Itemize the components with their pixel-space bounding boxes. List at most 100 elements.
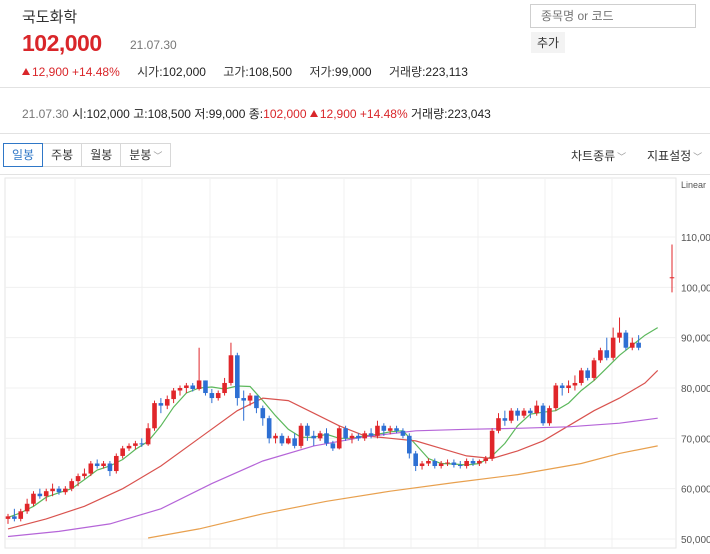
high-value: 108,500 <box>248 65 293 79</box>
candle-body <box>636 342 641 348</box>
candle-body <box>12 516 17 519</box>
candle-body <box>496 418 501 431</box>
candle-body <box>566 385 571 388</box>
stock-name: 국도화학 <box>22 9 78 26</box>
summary-open: 102,000 <box>86 107 130 121</box>
candle-body <box>362 433 368 439</box>
candle-body <box>113 455 119 472</box>
candle-body <box>107 463 113 472</box>
candle-body <box>623 332 629 348</box>
divider <box>0 87 710 88</box>
candle-body <box>540 405 546 424</box>
candle-body <box>37 493 43 497</box>
candle-body <box>336 428 342 449</box>
tab-daily[interactable]: 일봉 <box>3 143 44 167</box>
candle-body <box>349 435 355 439</box>
volume-value: 223,113 <box>425 65 468 79</box>
candle-body <box>426 460 431 464</box>
summary-high-label: 고 <box>133 107 145 121</box>
candle-body <box>50 488 55 492</box>
summary-high: 108,500 <box>147 107 191 121</box>
candle-body <box>279 435 285 444</box>
chevron-down-icon: ﹀ <box>153 151 163 161</box>
tab-minute[interactable]: 분봉 ﹀ <box>120 143 172 167</box>
high-label: 고가 <box>223 65 246 79</box>
candle-body <box>145 428 151 445</box>
indicator-label: 지표설정 <box>647 149 692 163</box>
stock-search-input[interactable] <box>530 4 696 28</box>
scale-label: Linear <box>681 180 706 190</box>
candle-body <box>502 418 508 421</box>
candle-body <box>171 390 176 400</box>
y-tick-label: 100,000 <box>681 283 710 294</box>
candle-body <box>547 408 552 424</box>
summary-volume-label: 거래량 <box>410 107 445 121</box>
candle-body <box>273 435 278 439</box>
candle-body <box>69 481 74 489</box>
candle-body <box>464 460 469 467</box>
candle-body <box>235 355 240 399</box>
candle-body <box>190 385 196 390</box>
candle-body <box>222 382 227 394</box>
chart-type-label: 차트종류 <box>571 149 616 163</box>
candle-body <box>572 382 578 386</box>
candle-body <box>5 516 11 519</box>
candle-body <box>209 393 215 399</box>
candle-body <box>101 463 106 467</box>
y-tick-label: 50,000 <box>681 535 710 546</box>
summary-close-label: 종 <box>248 107 260 121</box>
chart-type-menu[interactable]: 차트종류 ﹀ <box>571 147 626 164</box>
candle-body <box>94 463 100 467</box>
ma120-line <box>147 445 658 539</box>
chevron-down-icon: ﹀ <box>693 152 703 162</box>
candle-body <box>585 370 590 378</box>
candle-body <box>324 433 329 444</box>
tab-monthly[interactable]: 월봉 <box>81 143 122 167</box>
candle-body <box>247 395 253 401</box>
candle-body <box>579 370 584 383</box>
candle-body <box>368 433 374 436</box>
candle-body <box>534 405 540 414</box>
current-price: 102,000 <box>22 30 102 56</box>
candle-body <box>591 360 597 378</box>
summary-close: 102,000 <box>263 107 307 121</box>
tab-weekly[interactable]: 주봉 <box>42 143 83 167</box>
summary-change-pct: +14.48% <box>359 107 408 121</box>
candle-body <box>139 443 145 445</box>
indicator-settings-menu[interactable]: 지표설정 ﹀ <box>647 147 702 164</box>
y-tick-label: 80,000 <box>681 384 710 395</box>
candle-body <box>515 410 520 416</box>
candle-body <box>126 445 132 449</box>
candle-body <box>298 425 304 446</box>
summary-date: 21.07.30 <box>22 107 69 121</box>
candle-body <box>457 465 463 467</box>
candle-body <box>559 385 565 388</box>
chevron-down-icon: ﹀ <box>617 152 627 162</box>
summary-volume: 223,043 <box>447 107 491 121</box>
candle-body <box>387 428 393 431</box>
candle-body <box>31 493 36 504</box>
candlestick-chart[interactable]: 50,000 60,000 70,000 80,000 90,000 100,000 110… <box>0 177 710 549</box>
candle-body <box>521 410 527 416</box>
candle-body <box>120 448 125 456</box>
price-date: 21.07.30 <box>130 38 177 52</box>
y-tick-label: 90,000 <box>681 334 710 345</box>
candle-body <box>528 410 533 414</box>
candle-body <box>451 462 457 466</box>
divider <box>0 133 710 134</box>
candle-body <box>438 463 444 467</box>
open-label: 시가 <box>137 65 160 79</box>
candle-body <box>75 476 81 482</box>
summary-change: 12,900 <box>319 107 357 121</box>
candle-body <box>18 511 24 519</box>
candle-body <box>489 430 495 459</box>
add-button[interactable]: 추가 <box>531 32 566 53</box>
candle-body <box>617 332 622 338</box>
y-tick-label: 110,000 <box>681 233 710 244</box>
candle-body <box>184 385 189 388</box>
candle-body <box>330 443 336 449</box>
candle-body <box>43 491 49 497</box>
price-change-pct: +14.48% <box>72 65 120 79</box>
candle-body <box>407 435 412 454</box>
candle-body <box>82 473 87 477</box>
